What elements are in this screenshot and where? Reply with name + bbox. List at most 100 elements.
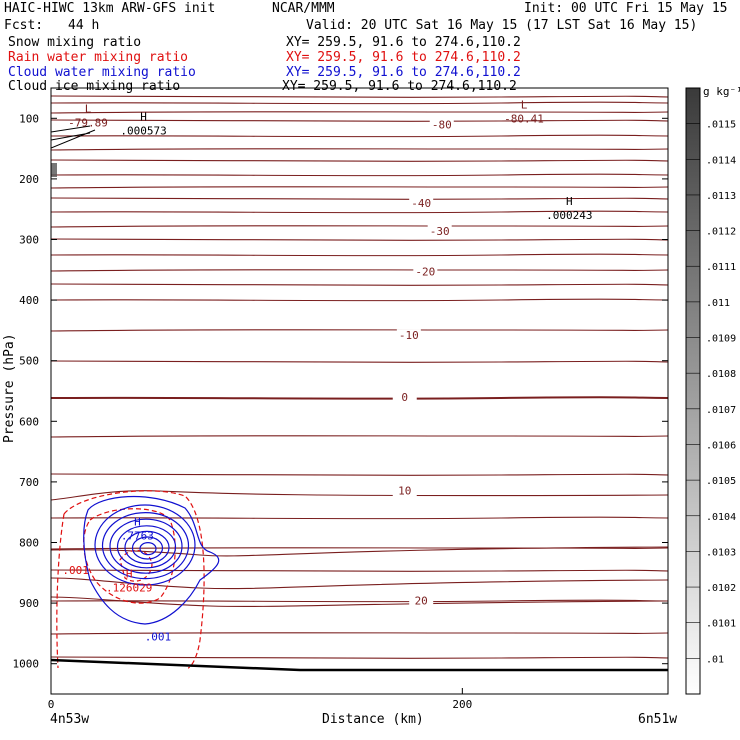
cloud-water-contour: [124, 530, 170, 565]
field-xy-rain: XY= 259.5, 91.6 to 274.6,110.2: [286, 50, 521, 65]
model-title: HAIC-HIWC 13km ARW-GFS init: [4, 1, 216, 16]
colorbar-unit: g kg⁻¹: [703, 85, 740, 98]
isotherm-label: -10: [399, 329, 419, 342]
isotherm-line: [51, 269, 668, 272]
isotherm-label-bg: [396, 329, 421, 342]
field-name-cloud-ice: Cloud ice mixing ratio: [8, 79, 181, 94]
rain-contour-core: [119, 549, 153, 582]
colorbar-label: .0111: [706, 262, 736, 273]
cloud-water-contour: [109, 518, 183, 574]
isotherm-label-bg: [392, 484, 417, 497]
extremum-marker: H: [126, 568, 133, 581]
valid-time: Valid: 20 UTC Sat 16 May 15 (17 LST Sat …: [306, 18, 698, 33]
cloud-water-contour: [101, 511, 190, 580]
field-xy-cloud-water: XY= 259.5, 91.6 to 274.6,110.2: [286, 65, 521, 80]
isotherm-line: [51, 283, 668, 286]
isotherm-label: 10: [398, 484, 411, 497]
isotherm-label: -20: [415, 266, 435, 279]
extremum-value: .000573: [120, 125, 166, 138]
extremum-value: .000243: [546, 209, 592, 222]
cloud-water-contours: [83, 495, 220, 625]
snow-contour: [51, 125, 96, 149]
isotherm-line: [51, 547, 668, 550]
x-tick-label: 0: [48, 698, 55, 711]
isotherm-line: [51, 396, 668, 400]
extremum-marker: H: [140, 111, 147, 124]
y-tick-label: 400: [19, 294, 39, 307]
cloud-water-contour: [116, 525, 177, 569]
isotherm-line: [51, 210, 668, 214]
contour-label: .001: [145, 630, 172, 643]
colorbar-label: .0113: [706, 191, 736, 202]
rain-contour-inner: [83, 508, 176, 604]
isotherm-line: [51, 225, 668, 228]
extremum-marker: L: [521, 98, 528, 111]
cloud-water-contour: [131, 536, 164, 560]
right-endpoint-label: 6n51w: [638, 712, 678, 727]
extremum-value: -79.89: [68, 117, 108, 130]
fcst-label: Fcst:: [4, 18, 44, 33]
terrain-line: [51, 658, 668, 672]
isotherm-line: [51, 173, 668, 177]
isotherm-line-perturbed: [51, 596, 668, 608]
y-tick-label: 300: [19, 234, 39, 247]
y-tick-label: 100: [19, 112, 39, 125]
x-tick-label: 200: [452, 698, 472, 711]
isotherm-line-perturbed: [51, 490, 668, 501]
y-tick-label: 500: [19, 355, 39, 368]
field-xy-cloud-ice: XY= 259.5, 91.6 to 274.6,110.2: [282, 79, 517, 94]
colorbar-label: .0115: [706, 120, 736, 131]
extremum-value: .126029: [106, 582, 152, 595]
extremum-value: -80.41: [504, 112, 544, 125]
y-tick-label: 700: [19, 476, 39, 489]
colorbar-label: .0105: [706, 476, 736, 487]
colorbar-label: .0103: [706, 547, 736, 558]
colorbar-label: .0106: [706, 440, 736, 451]
isotherm-label: 20: [415, 595, 428, 608]
isotherm-line: [51, 632, 668, 635]
colorbar-label: .01: [706, 654, 724, 665]
isotherm-label-bg: [392, 391, 417, 404]
y-tick-label: 900: [19, 597, 39, 610]
org-label: NCAR/MMM: [272, 1, 335, 16]
isotherm-line-perturbed: [51, 546, 668, 557]
terrain-line: [51, 658, 668, 672]
cloud-water-contour: [94, 504, 196, 586]
isotherm-line: [51, 298, 668, 302]
field-xy-snow: XY= 259.5, 91.6 to 274.6,110.2: [286, 35, 521, 50]
isotherm-line: [51, 360, 668, 363]
cloud-water-contour: [139, 541, 157, 556]
y-tick-label: 1000: [13, 658, 40, 671]
colorbar-label: .0109: [706, 334, 736, 345]
field-name-rain: Rain water mixing ratio: [8, 50, 189, 65]
colorbar: .0115 .0114 .0113 .0112 .0111 .011 .0109 .0108.…: [685, 87, 736, 695]
extremum-marker: H: [566, 195, 573, 208]
rain-contour-outer: [56, 490, 205, 669]
cloud-water-contour: [83, 495, 220, 625]
colorbar-label: .0104: [706, 512, 736, 523]
isotherm-line: [51, 329, 668, 332]
snow-shading: [51, 163, 57, 177]
isotherm-label-bg: [427, 225, 452, 238]
isotherm-line: [51, 111, 668, 114]
colorbar-label: .0112: [706, 227, 736, 238]
isotherm-line: [51, 238, 668, 241]
isotherm-line: [51, 134, 668, 138]
isotherm-line-perturbed: [51, 577, 668, 590]
isotherm-label-bg: [429, 118, 454, 131]
y-tick-label: 600: [19, 415, 39, 428]
contour-labels: -80-40-30-20-1001020L-79.89L-80.41H.0005…: [62, 98, 592, 643]
isotherm-label: 0: [401, 391, 408, 404]
isotherm-line: [51, 516, 668, 520]
y-tick-label: 200: [19, 173, 39, 186]
isotherm-line: [51, 148, 668, 151]
isotherm-label-bg: [409, 594, 434, 607]
plot-frame: [50, 87, 669, 695]
snow-patches: [51, 163, 57, 177]
left-endpoint-label: 4n53w: [50, 712, 90, 727]
field-name-cloud-water: Cloud water mixing ratio: [8, 65, 196, 80]
extremum-marker: L: [85, 103, 92, 116]
isotherm-line: [51, 197, 668, 200]
